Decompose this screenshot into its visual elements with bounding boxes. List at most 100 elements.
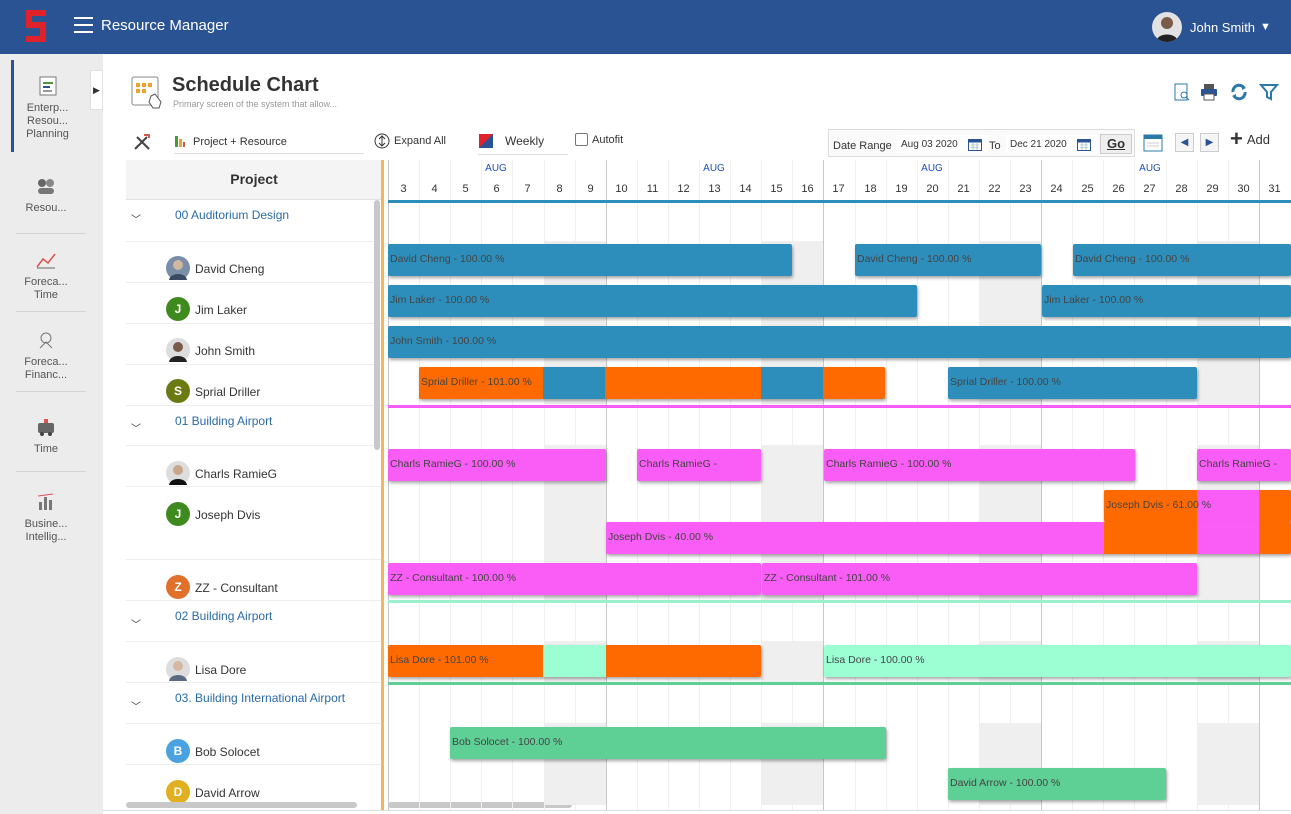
allocation-bar[interactable]: ZZ - Consultant - 100.00 %	[388, 563, 761, 595]
allocation-bar[interactable]: Jim Laker - 100.00 %	[1042, 285, 1291, 317]
allocation-bar[interactable]: David Arrow - 100.00 %	[948, 768, 1166, 800]
sidebar-item-enterprise-planning[interactable]: Enterp... Resou... Planning	[11, 60, 81, 152]
from-date-input[interactable]: Aug 03 2020	[897, 135, 989, 153]
divider	[103, 810, 1291, 811]
expand-all-button[interactable]: Expand All	[374, 133, 446, 149]
print-icon[interactable]	[1199, 82, 1219, 102]
scale-select[interactable]: Weekly	[478, 133, 544, 149]
vertical-scrollbar[interactable]	[374, 200, 380, 450]
resource-row[interactable]: David Cheng	[126, 241, 382, 282]
day-label: 19	[895, 183, 908, 195]
weekend-shade	[979, 723, 1010, 764]
allocation-bar[interactable]: ZZ - Consultant - 101.00 %	[762, 563, 1197, 595]
sidebar-item-forecast-finance[interactable]: Foreca... Financ...	[11, 330, 81, 382]
allocation-label: Charls RamieG -	[1199, 458, 1278, 470]
view-mode-select[interactable]: Project + Resource	[174, 135, 287, 148]
resource-row[interactable]: Charls RamieG	[126, 445, 382, 486]
project-row[interactable]: ﹀ 03. Building International Airport	[126, 682, 382, 723]
allocation-bar[interactable]: Joseph Dvis - 40.00 %	[606, 522, 1291, 554]
resource-row[interactable]: J Jim Laker	[126, 282, 382, 323]
allocation-bar[interactable]: David Cheng - 100.00 %	[855, 244, 1041, 276]
allocation-bar[interactable]: Jim Laker - 100.00 %	[388, 285, 917, 317]
project-row[interactable]: ﹀ 02 Building Airport	[126, 600, 382, 641]
project-row[interactable]: ﹀ 01 Building Airport	[126, 405, 382, 445]
autofit-checkbox[interactable]	[575, 133, 588, 146]
previous-button[interactable]: ◀	[1175, 133, 1194, 152]
to-label: To	[989, 140, 1001, 152]
chevron-down-icon[interactable]: ﹀	[131, 215, 141, 226]
add-button[interactable]: + Add	[1230, 128, 1270, 150]
expand-all-label: Expand All	[394, 135, 446, 147]
today-calendar-icon[interactable]	[1142, 131, 1164, 153]
allocation-label: John Smith - 100.00 %	[390, 335, 497, 347]
project-row[interactable]: ﹀ 00 Auditorium Design	[126, 201, 382, 241]
autofit-toggle[interactable]: Autofit	[575, 133, 623, 146]
day-label: 4	[431, 183, 438, 195]
allocation-label: David Cheng - 100.00 %	[1075, 253, 1190, 265]
allocation-label: ZZ - Consultant - 101.00 %	[764, 572, 891, 584]
next-button[interactable]: ▶	[1200, 133, 1219, 152]
chevron-down-icon[interactable]: ﹀	[131, 620, 141, 631]
chevron-down-icon[interactable]: ﹀	[131, 702, 141, 713]
day-label: 17	[832, 183, 845, 195]
project-name[interactable]: 00 Auditorium Design	[175, 208, 290, 222]
enterprise-planning-icon	[39, 76, 56, 96]
chevron-down-icon[interactable]: ﹀	[131, 424, 141, 435]
allocation-bar[interactable]: David Cheng - 100.00 %	[388, 244, 792, 276]
sidebar-item-time[interactable]: Time	[11, 417, 81, 456]
allocation-bar[interactable]: Charls RamieG - 100.00 %	[824, 449, 1135, 481]
export-icon[interactable]	[1172, 82, 1192, 102]
weekend-shade	[1010, 723, 1041, 764]
schedule-grid[interactable]: AUG AUG AUG AUG 3 4 5 6 7 8 9 10 11 12 13 14 15 16 17 1…	[388, 160, 1291, 810]
allocation-bar[interactable]: John Smith - 100.00 %	[388, 326, 1291, 358]
panel-splitter[interactable]	[381, 160, 384, 810]
resource-row[interactable]: B Bob Solocet	[126, 723, 382, 764]
project-name[interactable]: 03. Building International Airport	[175, 691, 346, 705]
calendar-icon[interactable]	[968, 138, 982, 151]
weekend-shade	[1197, 764, 1228, 805]
allocation-bar[interactable]: Joseph Dvis - 61.00 %	[1104, 490, 1291, 522]
allocation-bar[interactable]: David Cheng - 100.00 %	[1073, 244, 1291, 276]
day-label: 24	[1050, 183, 1063, 195]
allocation-label: David Cheng - 100.00 %	[390, 253, 505, 265]
sidebar-item-business-intelligence[interactable]: Busine... Intellig...	[11, 492, 81, 544]
allocation-bar[interactable]: Charls RamieG -	[1197, 449, 1291, 481]
to-date-input[interactable]: Dec 21 2020	[1006, 135, 1098, 153]
resource-row[interactable]: J Joseph Dvis	[126, 486, 382, 559]
allocation-bar[interactable]: Sprial Driller - 101.00 %	[419, 367, 885, 399]
allocation-bar[interactable]: Sprial Driller - 100.00 %	[948, 367, 1197, 399]
go-button[interactable]: Go	[1100, 134, 1132, 154]
app-logo[interactable]	[22, 8, 50, 44]
filter-icon[interactable]	[1259, 82, 1279, 102]
refresh-icon[interactable]	[1229, 82, 1249, 102]
tools-icon[interactable]	[133, 133, 151, 151]
resource-row[interactable]: D David Arrow	[126, 764, 382, 805]
resource-row[interactable]: John Smith	[126, 323, 382, 364]
resource-row[interactable]: Lisa Dore	[126, 641, 382, 682]
day-label: 27	[1143, 183, 1156, 195]
divider	[478, 154, 568, 155]
grid-line	[823, 160, 824, 810]
allocation-bar[interactable]: Bob Solocet - 100.00 %	[450, 727, 886, 759]
allocation-bar[interactable]: Charls RamieG -	[637, 449, 761, 481]
user-menu[interactable]: John Smith ▼	[1152, 12, 1271, 42]
month-label: AUG	[1139, 163, 1161, 174]
project-name[interactable]: 01 Building Airport	[175, 414, 273, 428]
resource-name: John Smith	[195, 344, 256, 358]
menu-icon[interactable]	[74, 17, 93, 33]
divider	[16, 311, 86, 312]
allocation-bar[interactable]: Lisa Dore - 101.00 %	[388, 645, 761, 677]
sidebar-item-resources[interactable]: Resou...	[11, 176, 81, 215]
allocation-bar[interactable]: Charls RamieG - 100.00 %	[388, 449, 606, 481]
project-name[interactable]: 02 Building Airport	[175, 609, 273, 623]
horizontal-scrollbar[interactable]	[388, 802, 572, 808]
avatar	[166, 461, 190, 485]
allocation-bar[interactable]: Lisa Dore - 100.00 %	[824, 645, 1291, 677]
horizontal-scrollbar[interactable]	[126, 802, 357, 808]
grid-line	[886, 160, 887, 810]
sidebar-item-forecast-time[interactable]: Foreca... Time	[11, 250, 81, 302]
sidebar-toggle-button[interactable]: ▶	[90, 70, 103, 110]
resource-row[interactable]: S Sprial Driller	[126, 364, 382, 405]
resource-row[interactable]: Z ZZ - Consultant	[126, 559, 382, 600]
calendar-icon[interactable]	[1077, 138, 1091, 151]
